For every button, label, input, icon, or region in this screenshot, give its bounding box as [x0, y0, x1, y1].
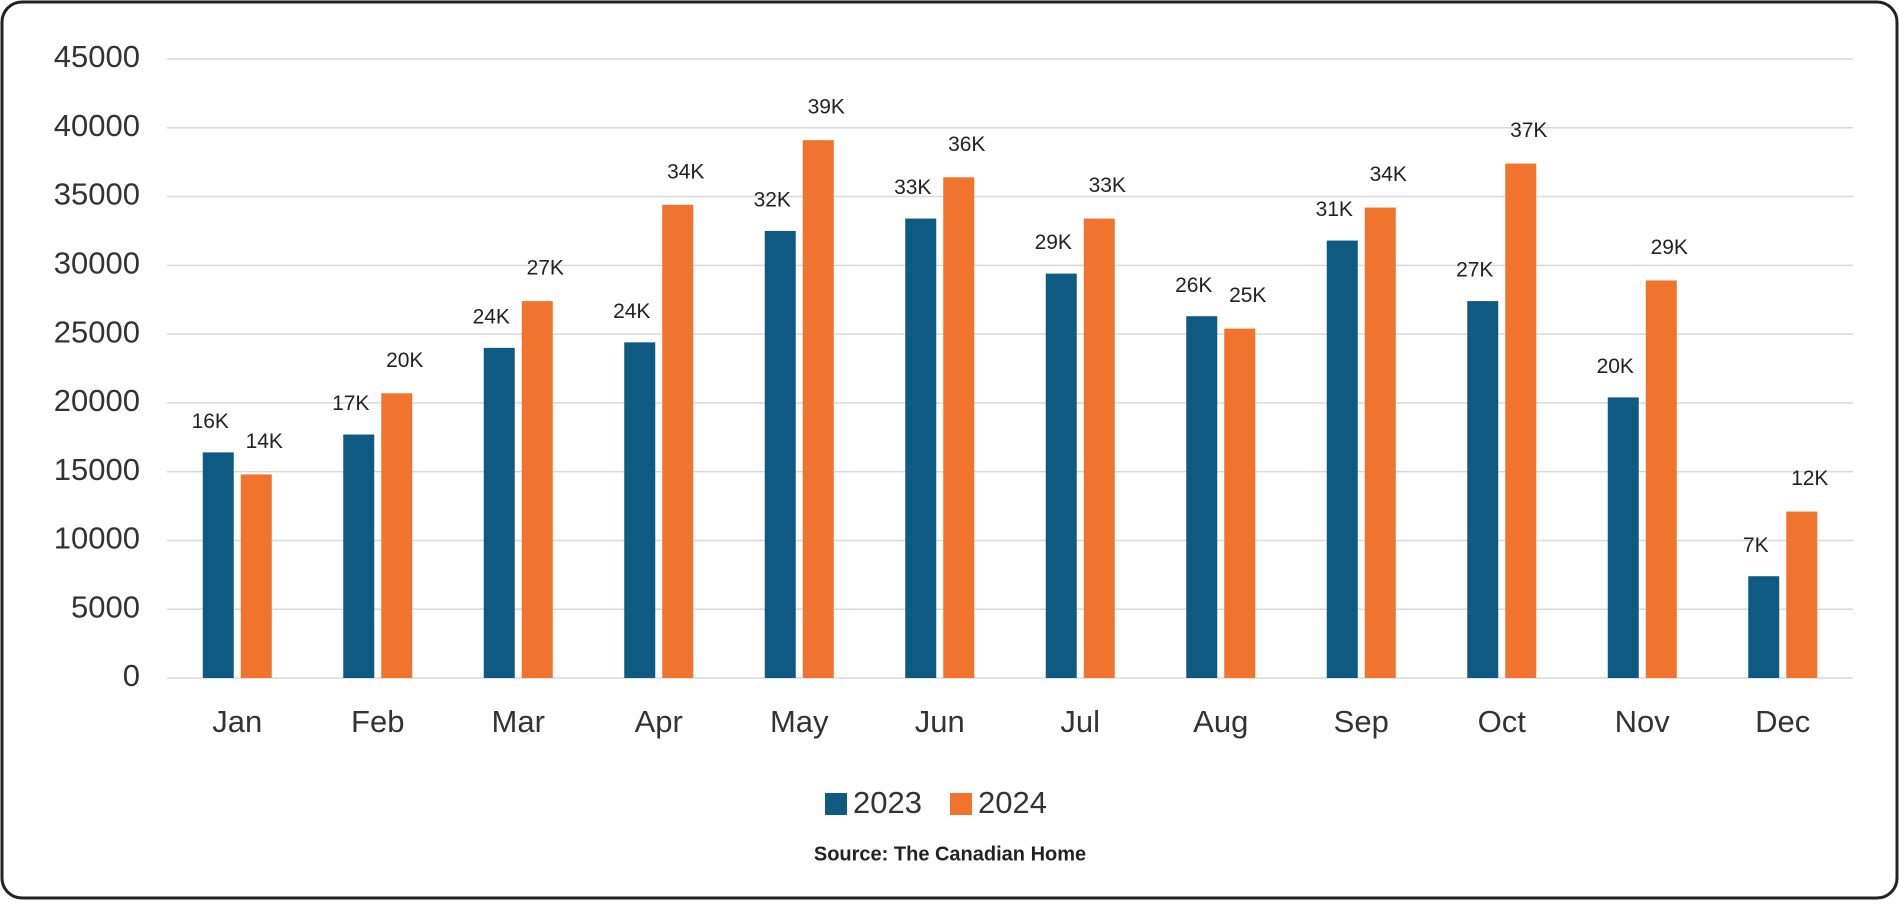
y-tick-label: 15000 [54, 452, 140, 487]
bar [240, 474, 272, 678]
x-tick-label: Aug [1193, 704, 1248, 739]
value-label: 20K [1597, 355, 1634, 378]
bar [1045, 273, 1077, 678]
y-tick-label: 40000 [54, 108, 140, 143]
x-tick-label: Mar [492, 704, 545, 739]
x-tick-label: Feb [351, 704, 404, 739]
x-tick-label: Jun [915, 704, 965, 739]
bar [1224, 328, 1256, 678]
value-label: 27K [1456, 259, 1493, 282]
bar [1364, 207, 1396, 678]
x-tick-label: Nov [1615, 704, 1671, 739]
bar [381, 393, 413, 678]
value-label: 34K [667, 160, 704, 183]
bar [1786, 511, 1818, 678]
x-tick-label: Jan [212, 704, 262, 739]
value-label: 24K [473, 305, 510, 328]
legend-swatch [825, 793, 847, 815]
legend-label: 2023 [853, 785, 922, 820]
bar [483, 347, 515, 678]
value-label: 39K [808, 96, 845, 119]
bar [1505, 163, 1537, 678]
y-tick-label: 10000 [54, 521, 140, 556]
legend-swatch [950, 793, 972, 815]
value-label: 17K [332, 392, 369, 415]
bar [202, 452, 234, 678]
bar [802, 140, 834, 678]
y-tick-label: 5000 [71, 589, 140, 624]
bar [1186, 316, 1218, 678]
value-label: 25K [1229, 284, 1266, 307]
x-tick-label: May [770, 704, 829, 739]
bar [764, 230, 796, 678]
value-label: 32K [754, 188, 791, 211]
value-label: 7K [1743, 534, 1769, 557]
x-tick-label: Jul [1060, 704, 1100, 739]
value-label: 26K [1175, 274, 1212, 297]
y-tick-label: 25000 [54, 314, 140, 349]
bar [1467, 301, 1499, 678]
value-label: 33K [894, 176, 931, 199]
source-note: Source: The Canadian Home [814, 843, 1086, 865]
bar [1083, 218, 1115, 678]
value-label: 24K [613, 300, 650, 323]
value-label: 20K [386, 349, 423, 372]
value-label: 31K [1316, 198, 1353, 221]
y-tick-label: 30000 [54, 246, 140, 281]
x-tick-label: Apr [635, 704, 683, 739]
x-tick-label: Oct [1478, 704, 1527, 739]
bar [1748, 576, 1780, 678]
value-label: 34K [1370, 163, 1407, 186]
x-tick-label: Sep [1334, 704, 1389, 739]
value-label: 33K [1089, 174, 1126, 197]
y-tick-label: 20000 [54, 383, 140, 418]
value-label: 14K [246, 430, 283, 453]
value-label: 36K [948, 133, 985, 156]
bar [343, 434, 375, 678]
value-label: 12K [1791, 467, 1828, 490]
bar [905, 218, 937, 678]
y-tick-label: 0 [123, 658, 140, 693]
bar [1326, 240, 1358, 678]
value-label: 16K [192, 410, 229, 433]
y-tick-label: 35000 [54, 177, 140, 212]
bar [1607, 397, 1639, 678]
bar [521, 301, 553, 678]
legend-label: 2024 [978, 785, 1047, 820]
bar [943, 177, 975, 678]
bar [662, 204, 694, 678]
x-tick-label: Dec [1755, 704, 1810, 739]
value-label: 29K [1035, 231, 1072, 254]
bar [1645, 280, 1677, 678]
value-label: 27K [527, 257, 564, 280]
bar [624, 342, 656, 678]
y-tick-label: 45000 [54, 39, 140, 74]
value-label: 29K [1651, 236, 1688, 259]
value-label: 37K [1510, 119, 1547, 142]
